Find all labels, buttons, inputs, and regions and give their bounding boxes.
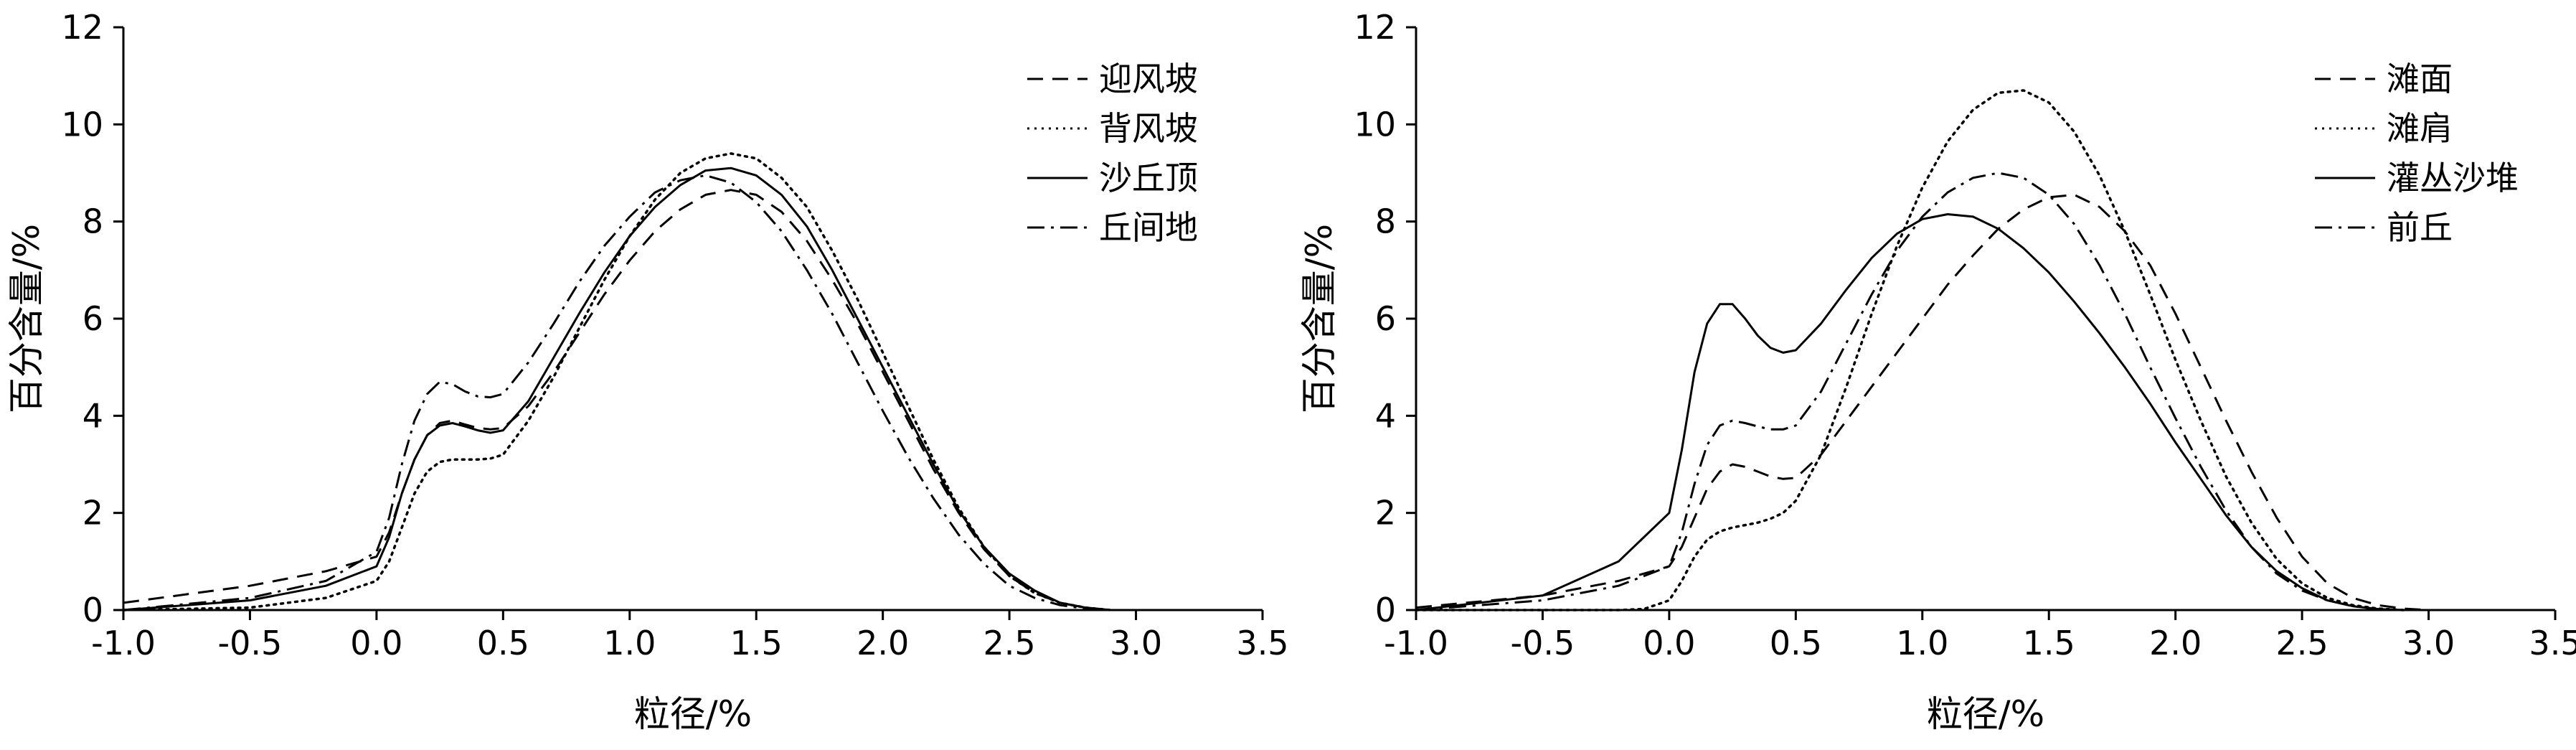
x-tick-label: 2.5	[2276, 624, 2329, 662]
chart-panel-left: -1.0 -0.5 0.0 0.5 1.0 1.5 2.0 2.5 3.0 3.5 0 2 4 6 8 10 1…	[6, 8, 1289, 735]
x-axis-title: 粒径/%	[1927, 693, 2044, 735]
legend-label: 迎风坡	[1099, 60, 1198, 98]
x-tick-label: 1.5	[2023, 624, 2075, 662]
x-tick-label: 0.5	[477, 624, 529, 662]
series-line-3	[123, 174, 1111, 611]
y-tick-label: 6	[1375, 299, 1396, 338]
y-tick-label: 2	[1375, 494, 1396, 533]
y-tick-label: 4	[82, 396, 103, 435]
y-axis-title: 百分含量/%	[6, 224, 47, 413]
y-axis-title: 百分含量/%	[1298, 224, 1340, 413]
x-axis-title: 粒径/%	[634, 693, 752, 735]
series-line-3	[1415, 172, 2404, 611]
y-tick-label: 0	[82, 591, 103, 629]
legend-label: 沙丘顶	[1099, 159, 1198, 197]
x-tick-label: -0.5	[218, 624, 283, 662]
x-tick-label: 1.0	[1896, 624, 1948, 662]
legend-label: 灌丛沙堆	[2387, 159, 2519, 197]
y-tick-label: 6	[82, 299, 103, 338]
chart-panel-right: -1.0 -0.5 0.0 0.5 1.0 1.5 2.0 2.5 3.0 3.5 0 2 4 6 8 10 1…	[1298, 8, 2576, 735]
x-tick-label: 2.0	[857, 624, 909, 662]
x-tick-label: -1.0	[91, 624, 156, 662]
x-tick-label: 2.0	[2149, 624, 2202, 662]
y-tick-label: 10	[1354, 105, 1396, 144]
y-tick-label: 0	[1375, 591, 1396, 629]
x-tick-label: 0.0	[350, 624, 402, 662]
x-tick-label: 3.5	[2529, 624, 2576, 662]
x-tick-label: 3.0	[1110, 624, 1162, 662]
y-tick-label: 12	[1354, 8, 1396, 47]
x-tick-label: 1.0	[603, 624, 656, 662]
y-tick-label: 8	[82, 202, 103, 241]
legend-label: 背风坡	[1099, 109, 1198, 148]
x-tick-label: 0.5	[1770, 624, 1822, 662]
x-tick-label: -1.0	[1384, 624, 1448, 662]
y-tick-label: 4	[1375, 396, 1396, 435]
y-tick-label: 10	[61, 105, 103, 144]
legend-label: 前丘	[2387, 208, 2453, 247]
legend-label: 丘间地	[1099, 208, 1198, 247]
x-tick-label: 0.0	[1643, 624, 1695, 662]
y-tick-label: 12	[61, 8, 103, 47]
legend-label: 滩肩	[2387, 109, 2453, 148]
series-line-2	[123, 167, 1111, 611]
series-line-0	[1415, 193, 2429, 611]
series-line-1	[1415, 89, 2405, 611]
x-tick-label: 3.5	[1236, 624, 1288, 662]
x-tick-label: -0.5	[1511, 624, 1575, 662]
y-tick-label: 2	[82, 494, 103, 533]
y-tick-label: 8	[1375, 202, 1396, 241]
x-tick-label: 1.5	[730, 624, 783, 662]
legend-label: 滩面	[2387, 60, 2453, 98]
x-tick-label: 2.5	[983, 624, 1036, 662]
x-tick-label: 3.0	[2402, 624, 2455, 662]
series-line-1	[122, 152, 1113, 611]
